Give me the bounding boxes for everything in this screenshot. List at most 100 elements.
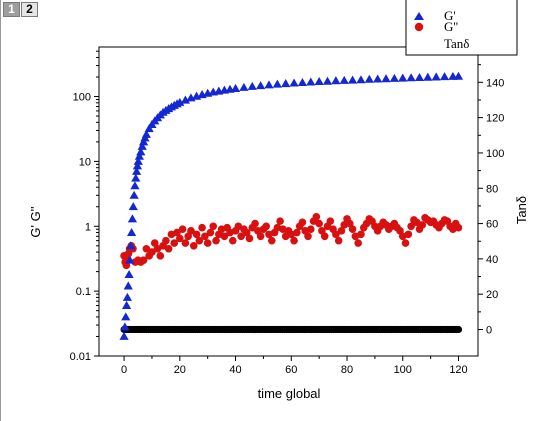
tan-delta-point [454, 325, 463, 334]
g-double-prime-point [203, 239, 212, 247]
legend: G' G'' Tanδ [405, 0, 518, 56]
g-prime-point [124, 269, 134, 279]
right-y-tick-label: 140 [486, 77, 504, 89]
g-double-prime-point [357, 230, 365, 239]
x-tick-label: 0 [121, 364, 127, 376]
g-double-prime-point [220, 232, 229, 241]
g-double-prime-point [181, 239, 190, 247]
right-y-tick-label: 100 [486, 148, 504, 160]
g-prime-point [119, 331, 129, 340]
right-y-tick-label: 20 [486, 289, 498, 301]
axes-layer [98, 46, 479, 357]
g-prime-point [431, 72, 441, 81]
g-prime-point [126, 241, 136, 250]
g-prime-point [132, 166, 142, 175]
x-tick-label: 120 [449, 364, 467, 376]
g-prime-point [406, 73, 416, 82]
right-y-tick-label: 0 [486, 325, 492, 337]
g-double-prime-point [337, 227, 346, 235]
g-double-prime-point [454, 223, 463, 232]
g-double-prime-point [201, 232, 209, 241]
x-tick-label: 100 [394, 364, 412, 376]
g-prime-point [230, 83, 241, 92]
g-double-prime-point [164, 244, 173, 253]
g-prime-point [322, 76, 333, 85]
left-y-tick-label: 10 [79, 156, 91, 168]
g-double-prime-point [346, 219, 354, 228]
left-y-tick-label: 100 [73, 92, 91, 104]
g-double-prime-point [245, 234, 254, 243]
page-tab-1[interactable]: 1 [3, 2, 20, 17]
g-double-prime-point [315, 219, 323, 228]
g-prime-point [130, 181, 140, 190]
g-prime-point [364, 74, 374, 83]
g-double-prime-point [189, 241, 198, 250]
g-double-prime-point [150, 239, 159, 247]
page-tab-2[interactable]: 2 [21, 2, 38, 17]
g-double-prime-point [242, 228, 251, 237]
legend-marker-g-double-prime [414, 22, 424, 32]
g-prime-point [129, 190, 139, 199]
g-prime-point [247, 81, 257, 90]
g-double-prime-point [298, 218, 307, 227]
g-prime-point [144, 124, 154, 133]
g-prime-point [121, 300, 132, 309]
g-prime-point [132, 161, 143, 170]
g-prime-point [136, 147, 146, 156]
x-axis-title: time global [258, 386, 321, 401]
g-prime-point [331, 76, 341, 85]
legend-label-g-prime: G' [444, 8, 456, 23]
g-double-prime-point [142, 244, 151, 253]
g-double-prime-point [209, 222, 218, 231]
g-prime-point [134, 151, 145, 160]
g-double-prime-point [256, 232, 265, 241]
g-double-prime-point [195, 236, 204, 245]
g-double-prime-point [251, 219, 259, 228]
right-y-tick-label: 60 [486, 219, 498, 231]
left-y-tick-label: 0.01 [70, 351, 91, 363]
window-left-edge [0, 0, 1, 421]
g-prime-point [137, 141, 147, 150]
g-double-prime-point [237, 232, 245, 241]
legend-label-g-double-prime: G'' [444, 19, 458, 34]
g-prime-point [347, 75, 358, 84]
g-prime-point [256, 81, 266, 90]
g-prime-point [264, 80, 274, 89]
g-prime-point [133, 156, 143, 165]
g-double-prime-point [139, 256, 148, 264]
x-tick-label: 80 [341, 364, 353, 376]
x-tick-label: 20 [174, 364, 186, 376]
g-prime-point [131, 173, 141, 182]
g-double-prime-point [348, 225, 357, 234]
g-double-prime-point [176, 234, 184, 243]
g-prime-point [314, 76, 324, 86]
series-layer [119, 71, 464, 340]
g-prime-point [373, 74, 383, 83]
g-double-prime-point [312, 212, 321, 221]
g-double-prime-point [404, 230, 413, 239]
g-prime-point [121, 312, 131, 321]
g-prime-point [423, 72, 433, 81]
g-double-prime-point [192, 230, 201, 239]
g-double-prime-point [173, 228, 181, 237]
g-double-prime-point [332, 230, 340, 239]
g-double-prime-point [170, 239, 179, 247]
g-prime-point [356, 75, 366, 84]
right-y-tick-label: 120 [486, 113, 504, 125]
g-double-prime-point [178, 225, 187, 234]
g-prime-point [141, 129, 151, 138]
g-prime-point [180, 95, 190, 104]
g-prime-point [123, 281, 133, 290]
g-double-prime-point [156, 252, 165, 260]
g-double-prime-point [418, 221, 427, 229]
g-double-prime-point [212, 236, 220, 245]
g-prime-point [175, 97, 185, 106]
g-prime-point [127, 227, 137, 236]
right-y-axis-title: Tanδ [514, 196, 529, 224]
g-prime-point [125, 255, 135, 264]
g-prime-point [414, 72, 425, 82]
right-y-tick-label: 80 [486, 183, 498, 195]
x-tick-label: 40 [229, 364, 241, 376]
legend-marker-g-prime [414, 12, 424, 20]
